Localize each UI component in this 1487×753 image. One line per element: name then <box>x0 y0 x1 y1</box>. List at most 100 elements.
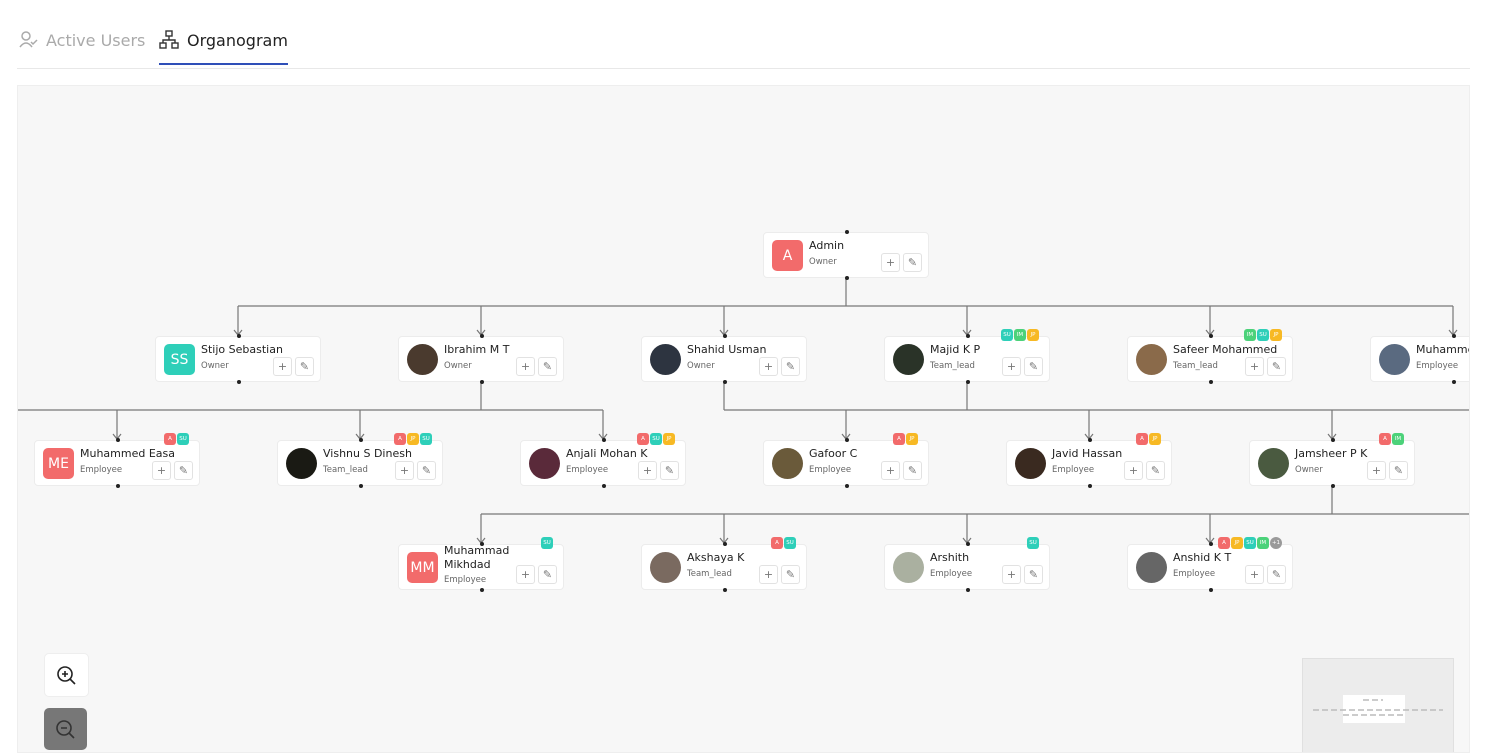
avatar: ME <box>43 448 74 479</box>
node-card[interactable]: Ibrahim M T Owner + ✎ <box>398 334 564 384</box>
edit-button[interactable]: ✎ <box>903 461 922 480</box>
zoom-in[interactable] <box>44 653 89 697</box>
zoom-out[interactable] <box>44 708 87 750</box>
node-card[interactable]: Safeer Mohammed Team_lead + ✎ IM SU JP <box>1127 329 1293 384</box>
edit-button[interactable]: ✎ <box>538 357 557 376</box>
handle <box>845 230 849 234</box>
edit-button[interactable]: ✎ <box>1267 565 1286 584</box>
badge: A <box>771 537 783 549</box>
avatar <box>1136 344 1167 375</box>
edit-button[interactable]: ✎ <box>1267 357 1286 376</box>
handle <box>723 334 727 338</box>
connector <box>1084 410 1094 440</box>
node-card[interactable]: Vishnu S Dinesh Team_lead + ✎ A JP SU <box>277 433 443 488</box>
add-button[interactable]: + <box>152 461 171 480</box>
badges: A IM <box>1379 433 1404 445</box>
add-button[interactable]: + <box>273 357 292 376</box>
edit-button[interactable]: ✎ <box>174 461 193 480</box>
node-role: Owner <box>201 361 229 371</box>
tab-active-users[interactable]: Active Users <box>18 30 145 50</box>
node-card[interactable]: Arshith Employee + ✎ SU <box>884 537 1050 592</box>
tab-organogram[interactable]: Organogram <box>159 30 288 50</box>
node-card[interactable]: ME Muhammed Easa Employee + ✎ A SU <box>34 433 200 488</box>
badges: A SU <box>771 537 796 549</box>
node-card[interactable]: SS Stijo Sebastian Owner + ✎ <box>155 334 321 384</box>
node-card[interactable]: A Admin Owner + ✎ <box>763 230 929 280</box>
zoom-out-icon <box>56 720 75 739</box>
node-role: Owner <box>809 257 837 267</box>
edit-button[interactable]: ✎ <box>538 565 557 584</box>
edit-button[interactable]: ✎ <box>1146 461 1165 480</box>
node-card[interactable]: Anshid K T Employee + ✎ A JP SU IM +1 <box>1127 537 1293 592</box>
badge: A <box>394 433 406 445</box>
node-card[interactable]: Javid Hassan Employee + ✎ A JP <box>1006 433 1172 488</box>
add-button[interactable]: + <box>1124 461 1143 480</box>
org-canvas[interactable]: A Admin Owner + ✎ SS Stijo Sebastian Owner + ✎ Ibr… <box>17 85 1470 753</box>
badge: SU <box>177 433 189 445</box>
add-button[interactable]: + <box>516 357 535 376</box>
badge: SU <box>1257 329 1269 341</box>
add-button[interactable]: + <box>1367 461 1386 480</box>
avatar: SS <box>164 344 195 375</box>
edit-button[interactable]: ✎ <box>1389 461 1408 480</box>
node-name: Muhammed <box>1416 343 1469 356</box>
badge: JP <box>407 433 419 445</box>
connector <box>1205 514 1215 544</box>
node-role: Team_lead <box>1173 361 1218 371</box>
avatar: A <box>772 240 803 271</box>
edit-button[interactable]: ✎ <box>417 461 436 480</box>
badge: A <box>637 433 649 445</box>
badge: IM <box>1257 537 1269 549</box>
edit-button[interactable]: ✎ <box>660 461 679 480</box>
badge: JP <box>1270 329 1282 341</box>
edit-button[interactable]: ✎ <box>1024 565 1043 584</box>
node-role: Employee <box>809 465 852 475</box>
node-card[interactable]: Shahid Usman Owner + ✎ <box>641 334 807 384</box>
node-card[interactable]: Anjali Mohan K Employee + ✎ A SU JP <box>520 433 686 488</box>
node-card[interactable]: Jamsheer P K Owner + ✎ A IM <box>1249 433 1415 488</box>
connector <box>719 306 729 336</box>
node-card[interactable]: Majid K P Team_lead + ✎ SU IM JP <box>884 329 1050 384</box>
user-icon <box>19 31 38 48</box>
add-button[interactable]: + <box>638 461 657 480</box>
add-button[interactable]: + <box>1245 565 1264 584</box>
add-button[interactable]: + <box>1002 565 1021 584</box>
minimap[interactable] <box>1302 658 1454 752</box>
avatar <box>650 552 681 583</box>
edit-button[interactable]: ✎ <box>295 357 314 376</box>
node-name: Anjali Mohan K <box>566 447 648 460</box>
add-button[interactable]: + <box>516 565 535 584</box>
handle <box>1331 438 1335 442</box>
connector <box>112 410 122 440</box>
node-name: Admin <box>809 239 845 252</box>
badge: A <box>1136 433 1148 445</box>
badges: SU <box>1027 537 1039 549</box>
node-role: Team_lead <box>930 361 975 371</box>
badges: A SU <box>164 433 189 445</box>
add-button[interactable]: + <box>759 357 778 376</box>
add-button[interactable]: + <box>881 253 900 272</box>
node-card[interactable]: Gafoor C Employee + ✎ A JP <box>763 433 929 488</box>
node-card[interactable]: MM Muhammad Mikhdad Employee + ✎ SU <box>398 537 564 592</box>
node-card[interactable]: MuhammedEmployee+✎ <box>1370 334 1469 384</box>
handle <box>723 542 727 546</box>
node-role: Employee <box>930 569 973 579</box>
add-button[interactable]: + <box>881 461 900 480</box>
handle <box>480 542 484 546</box>
add-button[interactable]: + <box>395 461 414 480</box>
handle <box>237 334 241 338</box>
handle <box>116 484 120 488</box>
add-button[interactable]: + <box>1245 357 1264 376</box>
edit-button[interactable]: ✎ <box>781 357 800 376</box>
avatar <box>1015 448 1046 479</box>
edit-button[interactable]: ✎ <box>781 565 800 584</box>
edit-button[interactable]: ✎ <box>1024 357 1043 376</box>
node-role: Employee <box>566 465 609 475</box>
edit-button[interactable]: ✎ <box>903 253 922 272</box>
node-card[interactable]: Akshaya K Team_lead + ✎ A SU <box>641 537 807 592</box>
add-button[interactable]: + <box>759 565 778 584</box>
add-button[interactable]: + <box>1002 357 1021 376</box>
badge: JP <box>1027 329 1039 341</box>
node-role: Employee <box>444 575 487 585</box>
node-role: Employee <box>1416 361 1459 371</box>
